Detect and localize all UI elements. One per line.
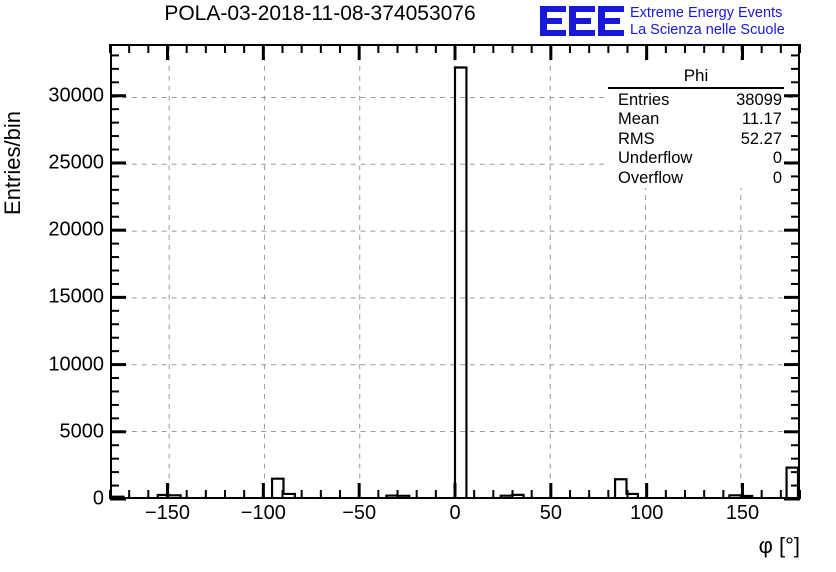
y-tick-label: 0 (92, 487, 104, 510)
x-tick-label: 0 (449, 502, 461, 524)
stats-row: Entries 38099 (608, 91, 784, 111)
stats-box-title: Phi (683, 66, 709, 85)
y-tick-label: 30000 (48, 84, 104, 107)
stats-row-key: Underflow (618, 149, 693, 167)
y-axis-title: Entries/bin (0, 111, 25, 215)
stats-row-value: 52.27 (740, 129, 782, 148)
stats-row: RMS 52.27 (608, 130, 784, 150)
x-tick-label: −150 (144, 502, 191, 524)
x-tick-label: 150 (725, 502, 760, 524)
x-tick-label: −100 (240, 502, 286, 524)
y-tick-label: 15000 (48, 285, 104, 308)
x-tick-label: 100 (629, 502, 664, 524)
x-tick-label: 50 (539, 502, 562, 524)
histogram-series (112, 66, 798, 499)
eee-logo-line1: Extreme Energy Events (630, 5, 783, 21)
y-axis-tick-labels: 0 5000 10000 15000 20000 25000 30000 (0, 44, 105, 509)
y-tick-label: 25000 (48, 151, 104, 174)
stats-row-key: Entries (618, 90, 670, 109)
stats-row-value: 38099 (736, 90, 782, 109)
page-title: POLA-03-2018-11-08-374053076 (164, 2, 476, 25)
x-tick-label: −50 (342, 502, 377, 524)
eee-logo-mark (540, 6, 624, 36)
y-tick-label: 5000 (59, 420, 105, 443)
stats-box-rows: Entries 38099 Mean 11.17 RMS 52.27 Underflow 0 O… (608, 91, 784, 189)
eee-logo-line2: La Scienza nelle Scuole (630, 22, 785, 38)
stats-box-rule (608, 86, 784, 89)
stats-row-key: Overflow (618, 168, 684, 187)
stats-row: Mean 11.17 (608, 110, 784, 130)
y-tick-label: 10000 (48, 353, 104, 376)
eee-logo: Extreme Energy Events La Scienza nelle S… (540, 2, 836, 42)
x-axis-tick-labels: −150 −100 −50 0 50 100 150 (0, 502, 836, 530)
stats-row-key: Mean (618, 110, 660, 128)
stats-row-key: RMS (618, 129, 655, 148)
x-axis-title: φ [°] (758, 533, 800, 558)
stats-box: Phi Entries 38099 Mean 11.17 RMS 52.27 Underfl… (608, 66, 784, 188)
stats-row: Overflow 0 (608, 169, 784, 189)
y-tick-label: 20000 (48, 218, 104, 241)
stats-row-value: 11.17 (741, 110, 782, 128)
stats-row: Underflow 0 (608, 149, 784, 169)
stats-row-value: 0 (772, 149, 782, 167)
stats-row-value: 0 (772, 168, 782, 187)
